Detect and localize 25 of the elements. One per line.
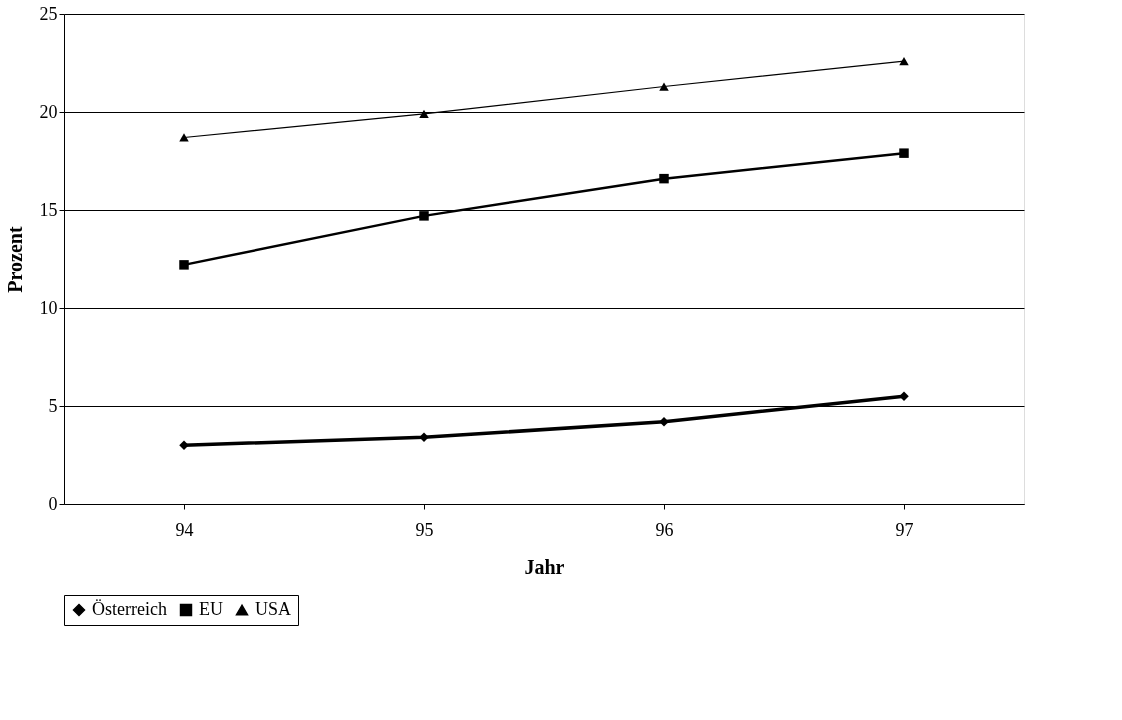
x-tick-label: 95 [415,519,434,540]
point [899,56,909,66]
point [419,211,429,221]
point [179,133,189,142]
point [419,109,429,119]
y-tick-label: 0 [48,493,58,514]
point [179,260,189,270]
y-tick-label: 5 [48,395,58,416]
point [899,148,909,158]
legend-label: USA [255,599,292,619]
point [659,173,669,184]
point [659,416,669,427]
legend-label: EU [199,599,223,619]
y-tick-label: 20 [39,101,58,122]
point [659,82,669,91]
y-tick-label: 10 [39,297,58,318]
x-tick-label: 94 [175,519,194,540]
x-tick-label: 96 [655,519,674,540]
y-axis-title: Prozent [3,226,26,293]
y-tick-label: 15 [39,199,58,220]
y-tick-label: 25 [39,3,58,24]
point [419,432,429,443]
x-tick-label: 97 [895,519,914,540]
x-axis-title: Jahr [524,555,565,578]
legend-label: Österreich [92,599,167,619]
